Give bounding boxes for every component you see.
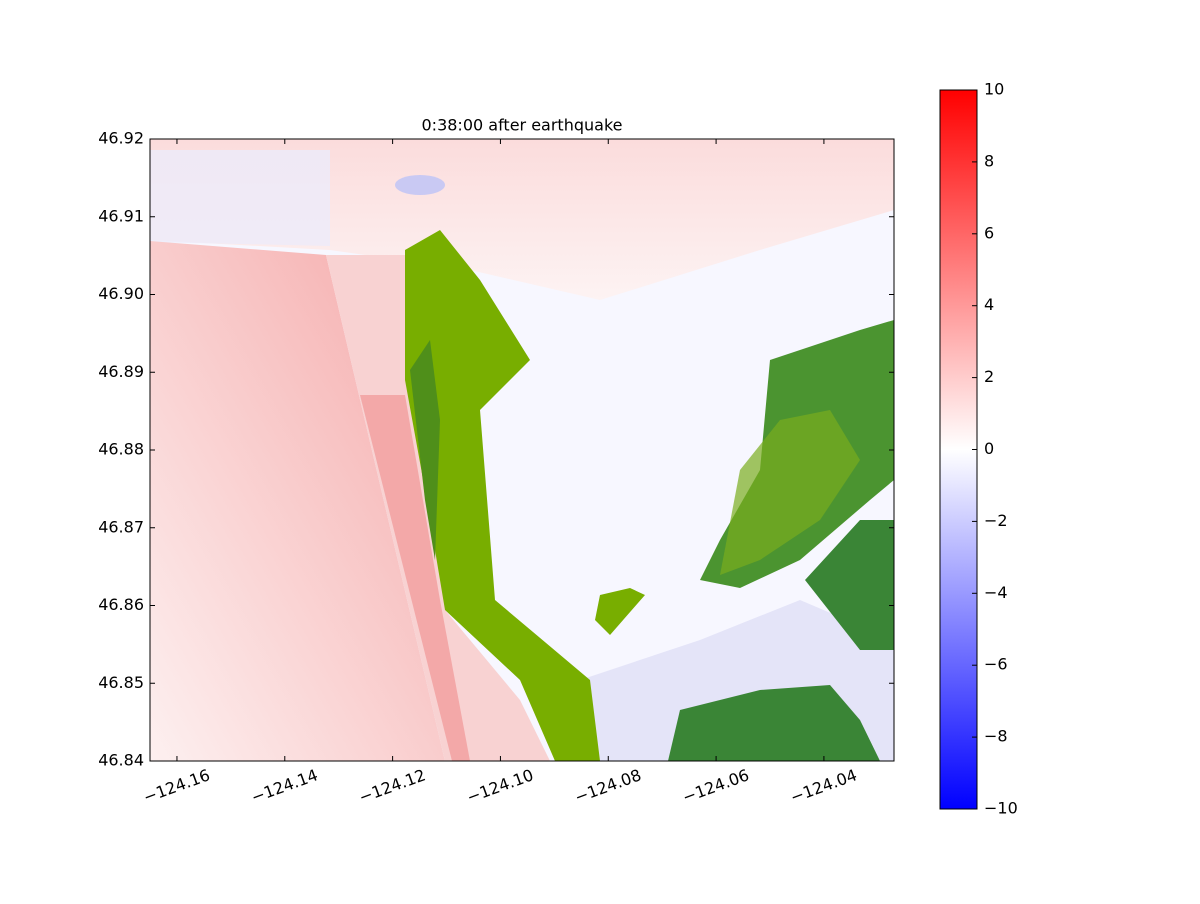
colorbar [939, 89, 978, 810]
colorbar-tick-label: −10 [984, 799, 1018, 818]
y-tick-label: 46.90 [98, 284, 144, 303]
colorbar-tick-label: 2 [984, 367, 994, 386]
colorbar-tick-label: 4 [984, 295, 994, 314]
y-tick-label: 46.91 [98, 206, 144, 225]
y-tick-label: 46.86 [98, 595, 144, 614]
x-tick-label: −124.12 [356, 765, 428, 807]
x-tick-label: −124.14 [249, 765, 321, 807]
colorbar-tick-label: 8 [984, 151, 994, 170]
y-tick-label: 46.89 [98, 362, 144, 381]
colorbar-tick-label: −2 [984, 511, 1008, 530]
y-tick-label: 46.85 [98, 673, 144, 692]
field-image [150, 139, 894, 761]
x-tick-label: −124.04 [788, 765, 860, 807]
y-tick-label: 46.92 [98, 129, 144, 148]
chart-title: 0:38:00 after earthquake [422, 116, 623, 135]
colorbar-tick-label: 6 [984, 223, 994, 242]
colorbar-tick-label: −8 [984, 727, 1008, 746]
x-tick-label: −124.16 [141, 765, 213, 807]
x-tick-label: −124.06 [680, 765, 752, 807]
y-tick-label: 46.87 [98, 517, 144, 536]
y-tick-label: 46.84 [98, 751, 144, 770]
colorbar-tick-label: 10 [984, 80, 1004, 99]
x-tick-label: −124.10 [464, 765, 536, 807]
x-tick-label: −124.08 [572, 765, 644, 807]
y-tick-label: 46.88 [98, 440, 144, 459]
colorbar-tick-label: 0 [984, 439, 994, 458]
colorbar-tick-label: −6 [984, 655, 1008, 674]
colorbar-tick-label: −4 [984, 583, 1008, 602]
